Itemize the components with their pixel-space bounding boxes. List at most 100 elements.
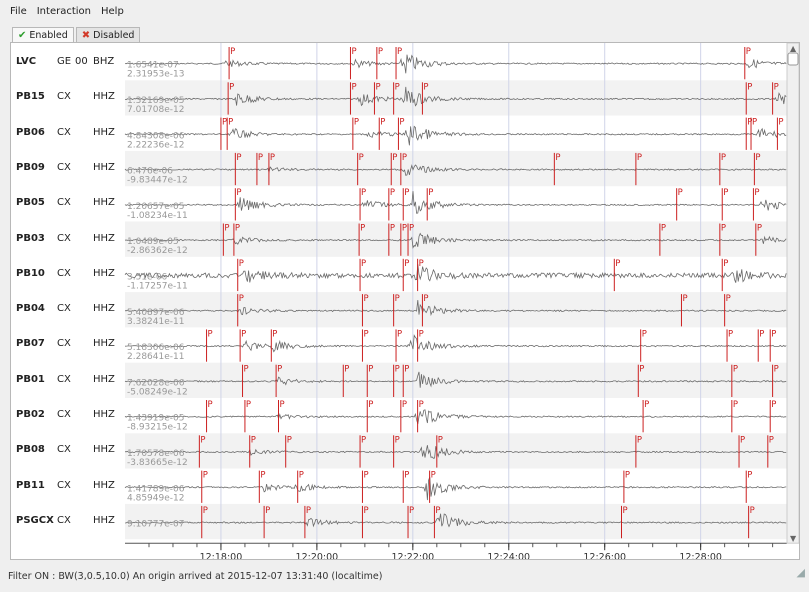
tab-enabled[interactable]: ✔ Enabled [12, 27, 74, 42]
pick-label: P [395, 365, 400, 375]
time-tick-label: 12:18:00 [200, 552, 243, 559]
amplitude-max: 1.6541e-07 [127, 61, 179, 71]
station-row[interactable]: PB09 CX HHZ [11, 162, 127, 176]
waveform-trace [124, 191, 787, 214]
pick-label: P [623, 506, 628, 516]
pick-label: P [747, 82, 752, 92]
amplitude-min: 7.01708e-12 [127, 105, 184, 115]
trace-panel[interactable]: LVC GE 00 BHZ PB15 CX HHZ PB06 CX HHZ PB09 CX HHZ PB0… [10, 42, 800, 560]
pick-label: P [397, 329, 402, 339]
pick-label: P [277, 365, 282, 375]
pick-label: P [239, 259, 244, 269]
station-code: PB09 [16, 161, 45, 173]
pick-label: P [363, 294, 368, 304]
pick-label: P [251, 435, 256, 445]
station-row[interactable]: LVC GE 00 BHZ [11, 56, 127, 70]
resize-grip-icon[interactable]: ◢ [796, 566, 805, 579]
pick-label: P [230, 47, 235, 57]
pick-label: P [759, 329, 764, 339]
station-code: PB11 [16, 479, 45, 491]
channel-code: HHZ [93, 126, 115, 138]
waveform-trace [124, 476, 787, 501]
pick-label: P [368, 365, 373, 375]
network-code: CX [57, 444, 71, 456]
pick-label: P [774, 365, 779, 375]
pick-label: P [390, 188, 395, 198]
station-row[interactable]: PB01 CX HHZ [11, 374, 127, 388]
waveform-trace [124, 371, 787, 388]
station-row[interactable]: PB04 CX HHZ [11, 303, 127, 317]
pick-label: P [368, 400, 373, 410]
station-row[interactable]: PB07 CX HHZ [11, 338, 127, 352]
station-row[interactable]: PB05 CX HHZ [11, 197, 127, 211]
station-row[interactable]: PB03 CX HHZ [11, 233, 127, 247]
scrollbar-thumb[interactable] [787, 52, 799, 66]
tab-disabled[interactable]: ✖ Disabled [75, 27, 141, 42]
pick-label: P [363, 471, 368, 481]
trace-canvas[interactable]: 1.6541e-072.31953e-13 P P P P P 1.32169e-057.0… [11, 43, 799, 559]
pick-label: P [423, 294, 428, 304]
pick-label: P [208, 329, 213, 339]
pick-label: P [428, 188, 433, 198]
pick-label: P [229, 82, 234, 92]
time-tick-label: 12:20:00 [296, 552, 339, 559]
pick-label: P [354, 118, 359, 128]
menu-file[interactable]: File [10, 5, 27, 17]
menu-help[interactable]: Help [101, 5, 124, 17]
pick-label: P [757, 224, 762, 234]
station-code: PB07 [16, 338, 45, 350]
time-tick-label: 12:22:00 [391, 552, 434, 559]
network-code: GE [57, 56, 72, 67]
pick-label: P [258, 153, 263, 163]
pick-label: P [404, 259, 409, 269]
pick-label: P [404, 365, 409, 375]
check-icon: ✔ [18, 29, 27, 41]
vertical-scrollbar[interactable] [786, 43, 799, 544]
waveform-trace [124, 86, 787, 107]
channel-code: HHZ [93, 514, 115, 526]
pick-label: P [728, 329, 733, 339]
pick-label: P [402, 153, 407, 163]
station-code: PB10 [16, 267, 45, 279]
menu-bar: File Interaction Help [0, 0, 809, 22]
station-row[interactable]: PB10 CX HHZ [11, 268, 127, 282]
channel-code: HHZ [93, 409, 115, 420]
channel-code: HHZ [93, 338, 115, 350]
network-code: CX [57, 373, 71, 385]
pick-label: P [299, 471, 304, 481]
amplitude-min: 2.22236e-12 [127, 140, 184, 150]
channel-code: HHZ [93, 267, 115, 279]
pick-label: P [272, 329, 277, 339]
network-code: CX [57, 197, 71, 209]
pick-label: P [769, 435, 774, 445]
pick-label: P [200, 435, 205, 445]
waveform-trace [124, 445, 787, 459]
pick-label: P [244, 365, 249, 375]
channel-code: HHZ [93, 161, 115, 173]
pick-label: P [752, 118, 757, 128]
pick-label: P [615, 259, 620, 269]
pick-label: P [555, 153, 560, 163]
channel-code: HHZ [93, 444, 115, 456]
station-row[interactable]: PB11 CX HHZ [11, 480, 127, 494]
pick-label: P [438, 435, 443, 445]
pick-label: P [733, 400, 738, 410]
waveform-trace [124, 232, 787, 249]
pick-label: P [747, 471, 752, 481]
channel-code: HHZ [93, 232, 115, 244]
amplitude-max: 1.20657e-05 [127, 202, 184, 212]
station-row[interactable]: PSGCX CX HHZ [11, 515, 127, 529]
waveform-trace [124, 264, 787, 283]
amplitude-max: 9.10777e-07 [127, 520, 184, 530]
pick-label: P [746, 47, 751, 57]
station-row[interactable]: PB15 CX HHZ [11, 91, 127, 105]
station-row[interactable]: PB06 CX HHZ [11, 127, 127, 141]
station-code: PB15 [16, 91, 45, 103]
pick-label: P [208, 400, 213, 410]
station-row[interactable]: PB08 CX HHZ [11, 444, 127, 458]
station-row[interactable]: PB02 CX HHZ [11, 409, 127, 423]
pick-label: P [241, 329, 246, 339]
menu-interaction[interactable]: Interaction [36, 5, 91, 17]
pick-label: P [360, 224, 365, 234]
channel-code: HHZ [93, 303, 115, 315]
